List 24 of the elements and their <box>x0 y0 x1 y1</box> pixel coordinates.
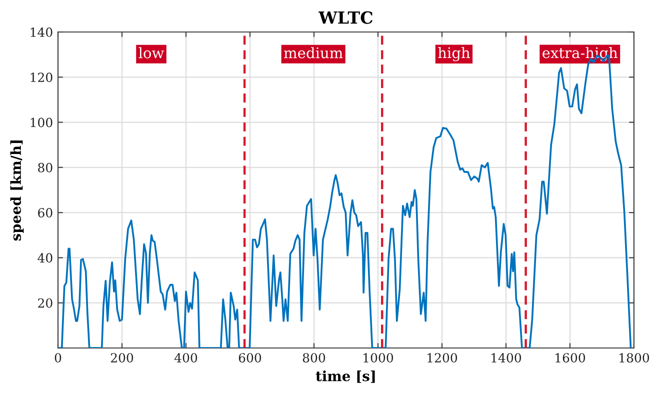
x-tick-label: 800 <box>302 353 326 363</box>
x-tick-label: 200 <box>110 353 134 363</box>
y-tick-label: 60 <box>38 208 52 218</box>
x-tick-label: 1400 <box>492 353 522 363</box>
x-tick-label: 1200 <box>428 353 458 363</box>
x-axis-title: time [s] <box>316 370 375 383</box>
annotation: extra-high <box>542 46 618 62</box>
x-tick-label: 400 <box>174 353 198 363</box>
x-tick-label: 1800 <box>620 353 650 363</box>
y-tick-label: 120 <box>30 72 52 82</box>
y-tick-label: 40 <box>38 253 52 263</box>
annotation: low <box>138 47 164 58</box>
annotation: high <box>438 46 470 62</box>
y-tick-label: 20 <box>38 298 52 308</box>
x-tick-label: 1600 <box>556 353 586 363</box>
x-tick-label: 600 <box>238 353 262 363</box>
chart-title: WLTC <box>318 11 372 24</box>
y-tick-label: 100 <box>30 118 52 128</box>
x-tick-label: 0 <box>54 353 62 363</box>
x-tick-label: 1000 <box>364 353 394 363</box>
annotation: medium <box>284 47 343 58</box>
y-tick-label: 140 <box>30 27 52 37</box>
y-axis-title: speed [km/h] <box>10 140 24 241</box>
y-tick-label: 80 <box>38 162 52 172</box>
